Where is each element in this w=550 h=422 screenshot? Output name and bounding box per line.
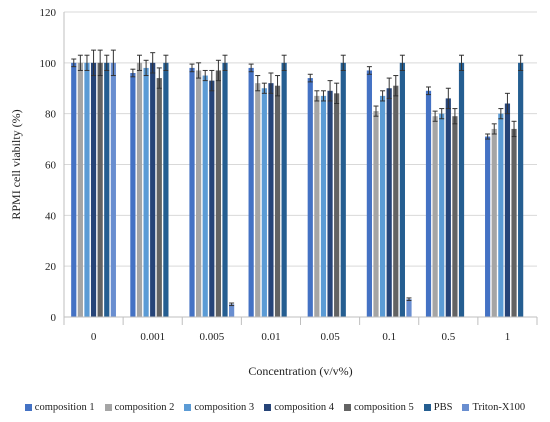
- x-axis-title: Concentration (v/v%): [248, 364, 352, 378]
- error-bars: [71, 49, 524, 307]
- x-tick-label: 1: [505, 331, 511, 343]
- bar: [143, 67, 149, 318]
- bar: [452, 116, 458, 317]
- bar: [274, 85, 281, 317]
- legend-item: PBS: [423, 402, 453, 413]
- x-tick-label: 0.1: [382, 331, 396, 343]
- bar: [229, 304, 235, 317]
- legend-label: composition 4: [274, 402, 334, 413]
- x-tick-label: 0.005: [199, 331, 224, 343]
- y-tick-label: 120: [40, 7, 57, 19]
- bar: [386, 88, 392, 317]
- bar: [248, 67, 254, 318]
- bar: [156, 78, 162, 317]
- legend-label: composition 3: [194, 402, 255, 413]
- bar: [334, 93, 340, 317]
- bar: [130, 73, 136, 317]
- bar: [439, 113, 445, 318]
- bar: [71, 62, 77, 318]
- bar: [255, 83, 261, 318]
- bar: [379, 95, 386, 317]
- bar: [196, 70, 202, 317]
- bar: [511, 128, 517, 317]
- legend-swatch: [24, 404, 32, 411]
- x-tick-label: 0.5: [441, 331, 455, 343]
- bar: [498, 113, 504, 318]
- legend-swatch: [462, 404, 470, 411]
- y-tick-label: 40: [45, 210, 57, 222]
- legend-swatch: [343, 404, 351, 411]
- x-tick-label: 0: [91, 331, 97, 343]
- bar: [215, 70, 222, 317]
- bar: [150, 62, 156, 318]
- bar: [307, 78, 313, 317]
- bar: [320, 95, 327, 317]
- legend-label: PBS: [433, 402, 453, 413]
- bar: [485, 136, 491, 317]
- bar: [399, 62, 405, 318]
- bar: [209, 80, 215, 317]
- bar: [261, 88, 267, 317]
- legend-item: composition 1: [24, 402, 95, 413]
- legend-swatch: [104, 404, 112, 411]
- bar: [77, 62, 83, 318]
- bar: [458, 62, 465, 318]
- axes: 0 20 40 60 80 100 120 0 0.001 0.005 0.01 0.05 0.1 0.5…: [40, 7, 538, 343]
- y-tick-label: 60: [45, 160, 57, 172]
- legend-item: composition 4: [264, 402, 334, 413]
- bar: [366, 70, 372, 317]
- bars: [71, 62, 524, 318]
- bar: [90, 62, 97, 318]
- y-tick-label: 20: [45, 261, 57, 273]
- legend-item: Triton-X100: [462, 402, 525, 413]
- gridlines: [64, 11, 537, 267]
- bar: [406, 299, 412, 317]
- legend-item: composition 2: [104, 402, 175, 413]
- bar: [136, 62, 143, 318]
- bar: [189, 67, 195, 318]
- bar: [491, 128, 497, 317]
- y-tick-label: 0: [51, 312, 57, 324]
- legend-label: composition 5: [353, 402, 414, 413]
- y-axis-title: RPMI cell viabilty (%): [9, 109, 23, 219]
- x-tick-label: 0.05: [320, 331, 340, 343]
- x-tick-label: 0.01: [261, 331, 280, 343]
- legend-item: composition 5: [343, 402, 414, 413]
- bar: [84, 62, 90, 318]
- bar: [314, 95, 320, 317]
- x-tick-label: 0.001: [140, 331, 165, 343]
- bar: [163, 62, 169, 318]
- bar: [445, 98, 451, 318]
- legend: composition 1 composition 2 composition 3 c…: [0, 402, 550, 413]
- legend-label: composition 2: [114, 402, 175, 413]
- bar: [504, 103, 511, 317]
- bar: [327, 90, 333, 318]
- y-tick-label: 100: [40, 58, 57, 70]
- bar: [393, 85, 399, 317]
- bar: [104, 62, 110, 318]
- bar: [110, 62, 116, 318]
- legend-swatch: [184, 404, 192, 411]
- bar: [425, 90, 432, 318]
- bar: [222, 62, 228, 318]
- legend-swatch: [423, 404, 431, 411]
- bar: [268, 83, 274, 318]
- bar: [373, 111, 379, 317]
- bar: [432, 116, 438, 317]
- legend-label: composition 1: [34, 402, 95, 413]
- bar: [340, 62, 346, 318]
- bar: [202, 75, 208, 318]
- legend-item: composition 3: [184, 402, 254, 413]
- y-tick-label: 80: [45, 109, 57, 121]
- bar: [281, 62, 287, 318]
- bar: [97, 62, 103, 318]
- legend-label: Triton-X100: [472, 402, 526, 413]
- bar: [518, 62, 524, 318]
- legend-swatch: [264, 404, 272, 411]
